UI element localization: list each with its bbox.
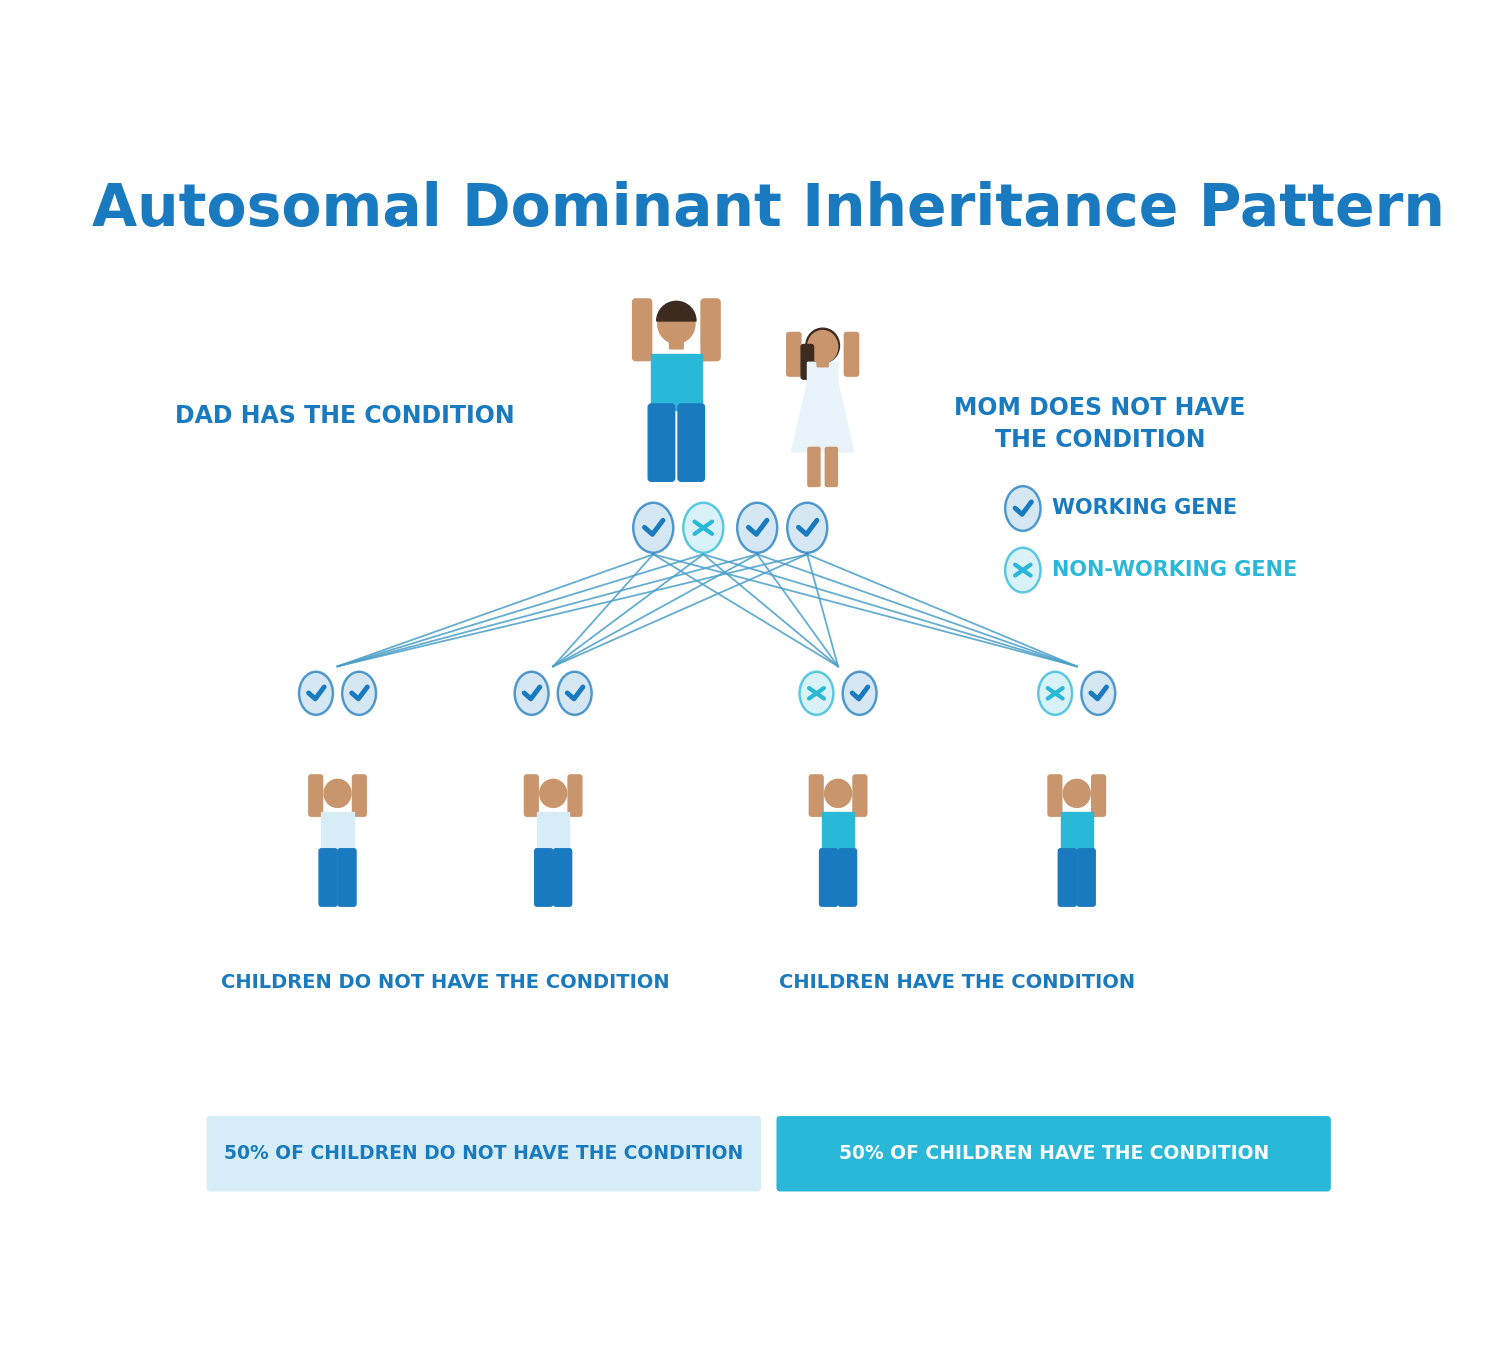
FancyBboxPatch shape [1077,849,1095,906]
FancyBboxPatch shape [669,332,682,348]
Polygon shape [822,813,854,853]
Ellipse shape [808,332,837,362]
Ellipse shape [342,672,376,716]
Text: 50% OF CHILDREN HAVE THE CONDITION: 50% OF CHILDREN HAVE THE CONDITION [839,1145,1269,1164]
Text: Autosomal Dominant Inheritance Pattern: Autosomal Dominant Inheritance Pattern [93,181,1444,238]
Text: CHILDREN HAVE THE CONDITION: CHILDREN HAVE THE CONDITION [780,972,1136,991]
Text: 50% OF CHILDREN DO NOT HAVE THE CONDITION: 50% OF CHILDREN DO NOT HAVE THE CONDITIO… [224,1145,744,1164]
Polygon shape [651,354,702,410]
Ellipse shape [1005,486,1041,531]
FancyBboxPatch shape [309,775,322,817]
Ellipse shape [1038,672,1072,716]
FancyBboxPatch shape [534,849,554,906]
FancyBboxPatch shape [525,775,538,817]
FancyBboxPatch shape [678,404,705,481]
FancyBboxPatch shape [786,332,801,377]
FancyBboxPatch shape [777,1116,1330,1192]
Ellipse shape [514,672,549,716]
Polygon shape [321,813,354,853]
Polygon shape [1060,813,1094,853]
Ellipse shape [633,502,674,552]
FancyBboxPatch shape [807,362,814,381]
Ellipse shape [298,672,333,716]
FancyBboxPatch shape [825,447,837,486]
FancyBboxPatch shape [648,404,675,481]
FancyBboxPatch shape [1048,775,1062,817]
FancyBboxPatch shape [1059,849,1077,906]
Ellipse shape [324,779,351,807]
Wedge shape [657,301,696,321]
Ellipse shape [1082,672,1114,716]
FancyBboxPatch shape [207,1116,760,1192]
Ellipse shape [825,779,852,807]
Text: MOM DOES NOT HAVE
THE CONDITION: MOM DOES NOT HAVE THE CONDITION [954,396,1245,452]
FancyBboxPatch shape [554,849,572,906]
Polygon shape [792,363,853,452]
FancyBboxPatch shape [831,362,839,381]
Text: DAD HAS THE CONDITION: DAD HAS THE CONDITION [176,404,514,428]
Polygon shape [537,813,570,853]
FancyBboxPatch shape [810,775,824,817]
FancyBboxPatch shape [1092,775,1106,817]
FancyBboxPatch shape [633,298,651,360]
Ellipse shape [806,328,840,363]
FancyBboxPatch shape [700,298,720,360]
FancyBboxPatch shape [844,332,858,377]
FancyBboxPatch shape [818,355,828,367]
FancyBboxPatch shape [320,849,338,906]
Ellipse shape [807,331,837,363]
FancyBboxPatch shape [352,775,366,817]
Ellipse shape [684,502,723,552]
Ellipse shape [800,672,834,716]
Ellipse shape [788,502,828,552]
Ellipse shape [558,672,591,716]
Ellipse shape [843,672,876,716]
FancyBboxPatch shape [853,775,867,817]
FancyBboxPatch shape [839,849,856,906]
FancyBboxPatch shape [808,447,820,486]
Text: CHILDREN DO NOT HAVE THE CONDITION: CHILDREN DO NOT HAVE THE CONDITION [220,972,669,991]
Ellipse shape [1005,548,1041,593]
FancyBboxPatch shape [338,849,356,906]
Ellipse shape [540,779,567,807]
Ellipse shape [1064,779,1090,807]
Ellipse shape [657,304,694,343]
FancyBboxPatch shape [801,344,813,379]
Text: WORKING GENE: WORKING GENE [1052,498,1238,518]
FancyBboxPatch shape [819,849,837,906]
Ellipse shape [736,502,777,552]
FancyBboxPatch shape [568,775,582,817]
Text: NON-WORKING GENE: NON-WORKING GENE [1052,560,1298,580]
